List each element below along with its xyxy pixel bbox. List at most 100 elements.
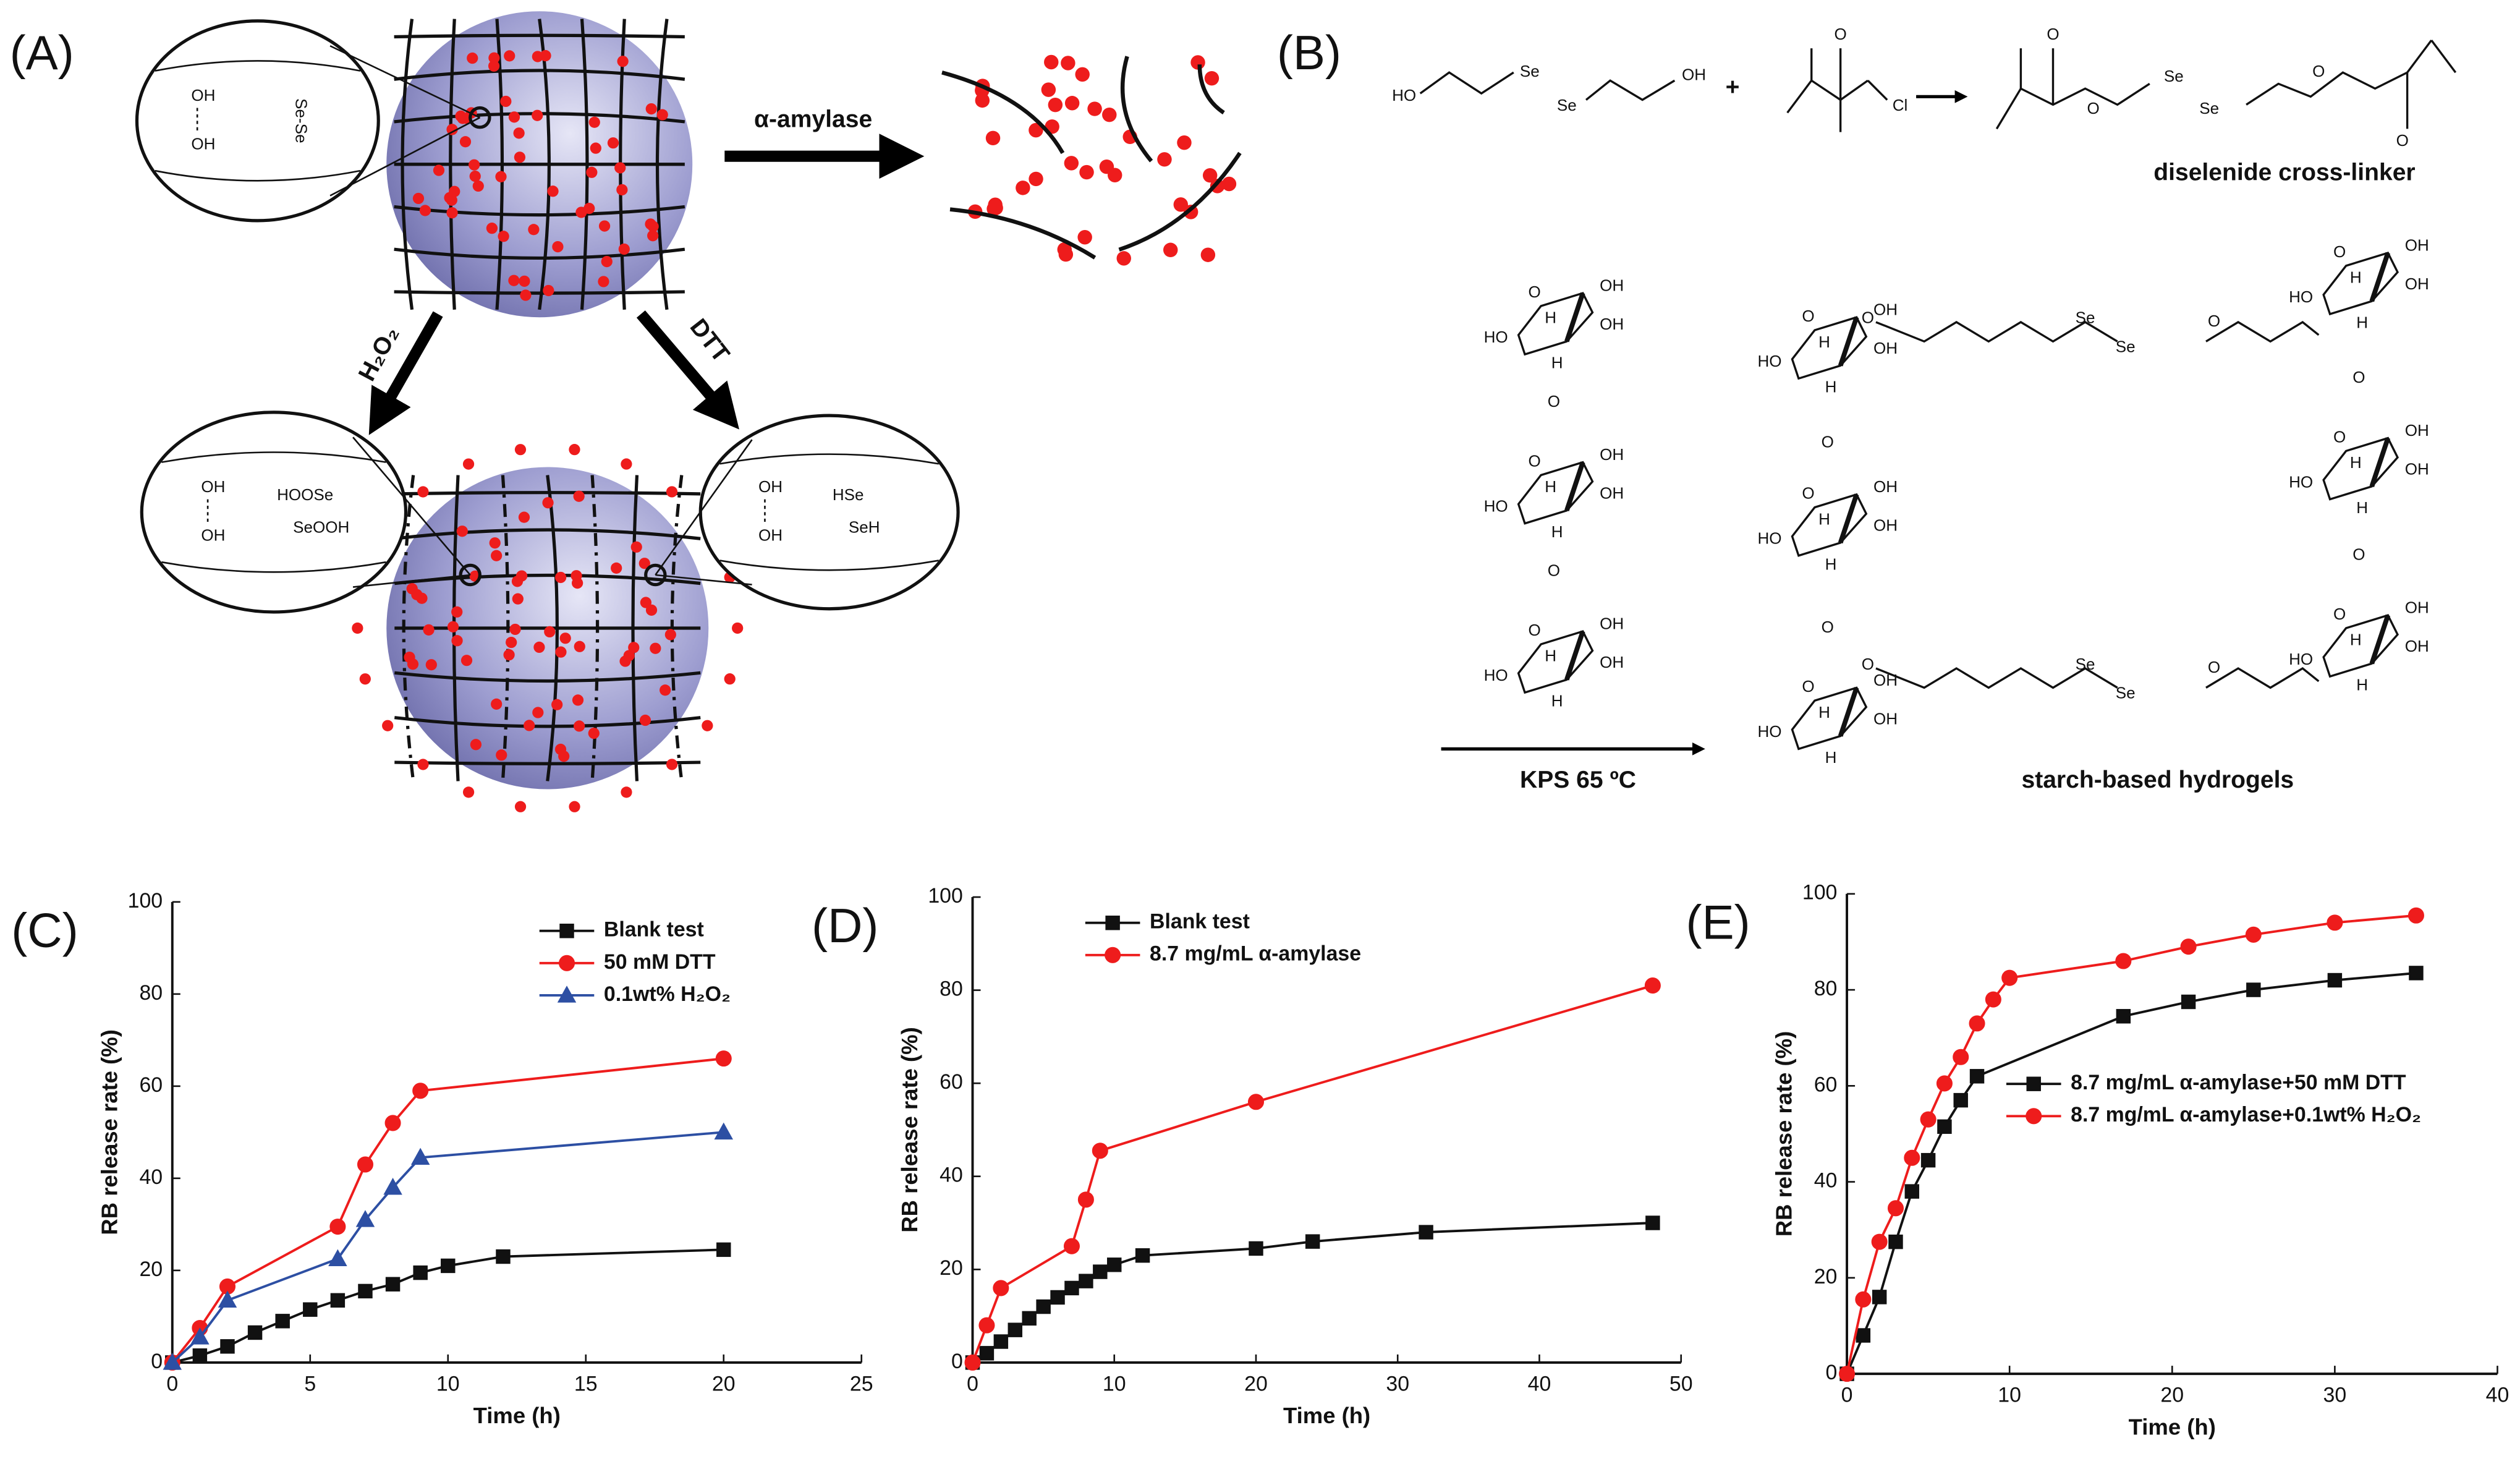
bond: [1786, 79, 1869, 114]
drug-dot: [433, 164, 445, 176]
sugar-ring: [2322, 614, 2399, 678]
drug-dot: [645, 103, 657, 115]
marker: [1644, 977, 1661, 994]
sugar-ring: [2322, 436, 2399, 501]
marker: [1920, 1111, 1937, 1128]
released-dot: [975, 93, 990, 108]
marker: [385, 1277, 401, 1292]
y-axis-label: RB release rate (%): [897, 1027, 922, 1232]
marker: [1904, 1149, 1920, 1166]
drug-dot: [449, 185, 460, 197]
marker: [1093, 1264, 1108, 1279]
chem-label: HO: [1484, 328, 1508, 346]
chem-label: Se: [1557, 96, 1577, 114]
chem-label: H: [1545, 477, 1556, 496]
y-tick-label: 80: [139, 981, 163, 1005]
inset-chain: [161, 451, 386, 463]
starch-chain: [949, 207, 1097, 260]
marker: [383, 1178, 402, 1195]
series-line: [1846, 971, 2417, 1374]
chem-label: O: [2333, 427, 2346, 446]
released-dot: [359, 673, 371, 685]
network-line: [394, 760, 701, 765]
x-tick-label: 0: [166, 1372, 178, 1395]
marker: [964, 1354, 981, 1371]
chem-label: Se: [2116, 338, 2136, 356]
released-dot: [1079, 164, 1094, 180]
bond: [1419, 71, 1514, 95]
marker: [1135, 1248, 1150, 1263]
chem-label: HO: [1392, 86, 1416, 104]
inset-label: HOOSe: [277, 485, 333, 504]
released-dot: [1177, 135, 1192, 150]
marker: [2180, 938, 2197, 955]
drug-dot: [469, 159, 480, 171]
drug-dot: [555, 646, 567, 658]
marker: [1036, 1299, 1051, 1314]
marker: [2327, 972, 2343, 988]
marker: [716, 1242, 731, 1258]
drug-dot: [542, 497, 554, 509]
drug-dot: [551, 699, 563, 710]
drug-dot: [486, 223, 498, 234]
network-line: [394, 573, 701, 585]
chem-label: OH: [1873, 477, 1898, 496]
y-tick-label: 80: [940, 977, 963, 1001]
released-dot: [1075, 67, 1090, 82]
chem-label: HO: [1757, 352, 1781, 370]
released-dot: [1173, 197, 1189, 212]
marker: [303, 1302, 318, 1317]
chem-label: H: [2356, 676, 2368, 694]
drug-dot: [588, 116, 600, 128]
chem-label: HO: [2289, 650, 2313, 668]
starch-chain: [1118, 151, 1242, 252]
released-dot: [988, 197, 1003, 212]
chem-label: O: [1529, 283, 1541, 301]
marker: [1856, 1328, 1871, 1343]
inset-pointer: [655, 439, 753, 576]
panel-label: (E): [1686, 895, 1750, 950]
inset-pointer: [352, 574, 470, 588]
released-dot: [1102, 107, 1117, 122]
chem-label: O: [2312, 62, 2325, 80]
released-dot: [985, 130, 1001, 146]
legend-marker: [557, 985, 577, 1003]
drug-dot: [638, 558, 650, 569]
chem-label: O: [1802, 677, 1814, 696]
chem-label: OH: [2405, 421, 2429, 440]
marker: [1904, 1184, 1920, 1199]
inset: [135, 19, 380, 223]
released-dot: [1099, 159, 1114, 174]
series-line: [971, 984, 1653, 1363]
drug-dot: [617, 56, 629, 67]
released-dot: [1202, 168, 1218, 183]
bond: [2205, 320, 2320, 343]
released-dot: [382, 720, 394, 731]
arrow-label: α-amylase: [754, 106, 872, 133]
drug-dot: [650, 642, 661, 654]
arrow: [636, 310, 739, 430]
y-tick-label: 60: [940, 1070, 963, 1094]
marker: [220, 1339, 235, 1354]
inset-pointer: [655, 574, 752, 585]
marker: [1064, 1280, 1079, 1296]
chem-label: O: [1834, 25, 1846, 43]
released-dot: [417, 759, 429, 770]
drug-dot: [533, 641, 545, 653]
drug-dot: [503, 649, 515, 661]
chem-label: OH: [1600, 445, 1624, 464]
y-tick-label: 60: [139, 1073, 163, 1097]
legend-label: 50 mM DTT: [604, 950, 716, 974]
y-tick-label: 80: [1814, 977, 1838, 1000]
drug-dot: [446, 207, 458, 219]
drug-dot: [532, 109, 543, 121]
drug-dot: [470, 739, 482, 751]
legend-label: 8.7 mg/mL α-amylase+0.1wt% H₂O₂: [2071, 1103, 2421, 1126]
chem-label: KPS 65 ºC: [1520, 767, 1636, 793]
marker: [2116, 1009, 2131, 1024]
inset-focus: [459, 563, 482, 587]
inset-focus: [469, 106, 491, 129]
chem-label: HO: [1484, 666, 1508, 684]
y-tick-label: 20: [139, 1258, 163, 1281]
